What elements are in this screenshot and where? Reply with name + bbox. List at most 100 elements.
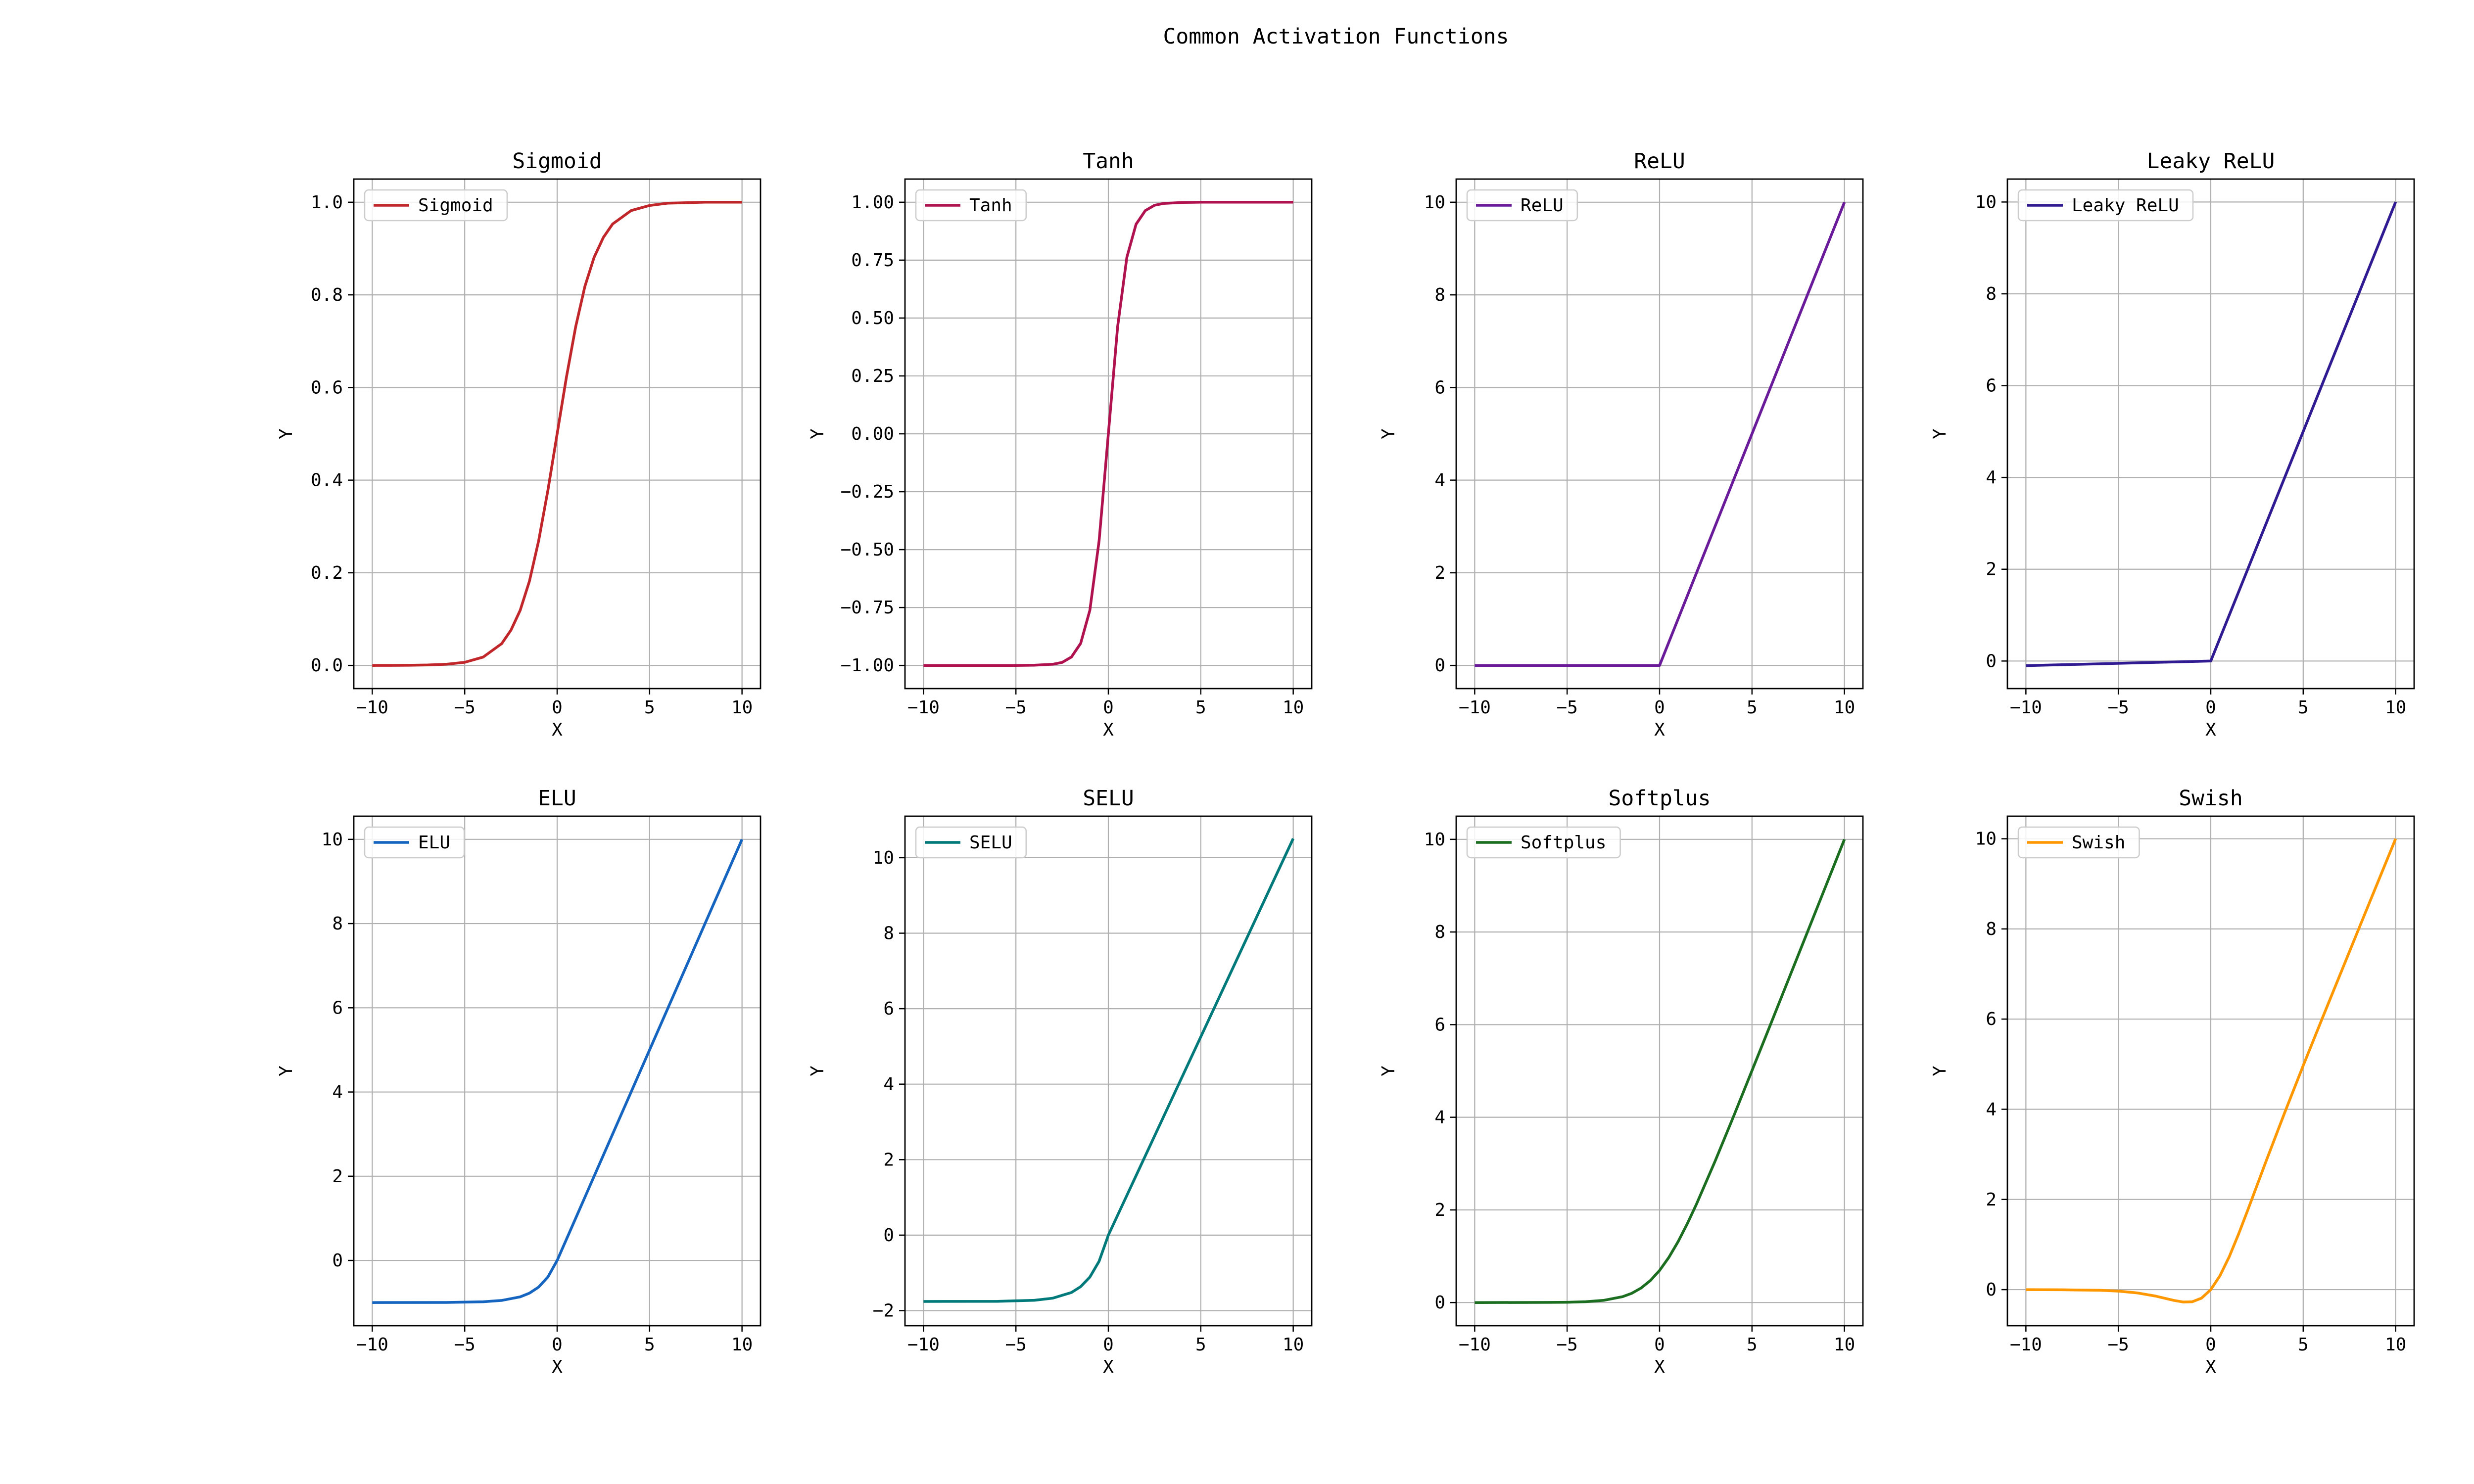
y-tick-label: 2 bbox=[1986, 1190, 1997, 1210]
legend-box bbox=[915, 826, 1027, 859]
y-tick-label: 6 bbox=[332, 998, 343, 1018]
subplot-title: ELU bbox=[538, 786, 576, 811]
subplot-relu: ReLU −10 −5 0 5 10 0 2 4 6 8 10 X Y ReLU bbox=[1379, 149, 1864, 740]
series-line-sigmoid bbox=[372, 201, 742, 667]
y-tick-label: 6 bbox=[1986, 1009, 1997, 1029]
y-tick-label: 0.8 bbox=[311, 285, 343, 305]
legend: ELU bbox=[364, 826, 465, 859]
y-tick-label: −2 bbox=[873, 1300, 894, 1321]
y-tick-label: 8 bbox=[1434, 922, 1445, 942]
legend-label: Swish bbox=[2072, 833, 2125, 853]
x-tick-label: 10 bbox=[1283, 1335, 1304, 1355]
y-tick-label: 0.00 bbox=[851, 424, 894, 444]
y-tick-label: 10 bbox=[1975, 192, 1997, 212]
series-line-tanh bbox=[923, 201, 1293, 667]
x-tick-label: −10 bbox=[356, 697, 388, 718]
y-tick-label: 0.50 bbox=[851, 308, 894, 328]
x-tick-label: −5 bbox=[1557, 1335, 1578, 1355]
x-tick-label: 5 bbox=[644, 697, 655, 718]
subplot-title: Softplus bbox=[1608, 786, 1711, 811]
legend: Softplus bbox=[1466, 826, 1621, 859]
y-tick-label: 1.0 bbox=[311, 192, 343, 213]
x-axis-label: X bbox=[1103, 1357, 1114, 1377]
x-tick-label: 10 bbox=[1834, 697, 1855, 718]
y-tick-label: 10 bbox=[1424, 830, 1445, 850]
y-tick-label: −1.00 bbox=[841, 655, 894, 676]
x-tick-label: −10 bbox=[2010, 697, 2042, 718]
y-axis-label: Y bbox=[1379, 428, 1399, 439]
y-tick-label: 0 bbox=[883, 1225, 894, 1246]
y-axis-label: Y bbox=[808, 1066, 828, 1076]
y-tick-label: 0 bbox=[1434, 655, 1445, 676]
subplot-tanh: Tanh −10 −5 0 5 10 −1.00 −0.75 −0.50 −0.25 0.00 0.2… bbox=[808, 149, 1313, 740]
x-tick-label: 0 bbox=[552, 697, 563, 718]
x-tick-label: 0 bbox=[2205, 697, 2216, 718]
x-axis-label: X bbox=[552, 1357, 563, 1377]
y-tick-label: 0.2 bbox=[311, 563, 343, 583]
x-tick-label: 10 bbox=[2385, 1335, 2406, 1355]
subplot-title: Sigmoid bbox=[512, 149, 602, 174]
x-axis-label: X bbox=[552, 720, 563, 740]
legend: SELU bbox=[915, 826, 1027, 859]
x-tick-label: −5 bbox=[2108, 1335, 2129, 1355]
y-tick-label: 2 bbox=[1434, 563, 1445, 583]
legend-label: SELU bbox=[969, 833, 1012, 853]
x-tick-label: 0 bbox=[1654, 697, 1665, 718]
x-tick-label: −10 bbox=[1459, 697, 1491, 718]
subplot-swish: Swish −10 −5 0 5 10 0 2 4 6 8 10 X Y Swish bbox=[1930, 786, 2415, 1377]
x-tick-label: 0 bbox=[1654, 1335, 1665, 1355]
y-axis-label: Y bbox=[1379, 1066, 1399, 1076]
legend: ReLU bbox=[1466, 189, 1578, 222]
legend-box bbox=[1466, 826, 1621, 859]
subplot-sigmoid: Sigmoid −10 −5 0 5 10 0.0 0.2 0.4 0.6 0.8 1.0 X Y Sigm… bbox=[276, 149, 761, 740]
legend-label: Tanh bbox=[969, 195, 1012, 216]
x-axis-label: X bbox=[1654, 1357, 1665, 1377]
y-axis-label: Y bbox=[276, 428, 296, 439]
legend: Sigmoid bbox=[364, 189, 508, 222]
x-tick-label: −10 bbox=[907, 1335, 940, 1355]
x-tick-label: −10 bbox=[907, 697, 940, 718]
y-tick-label: 2 bbox=[1434, 1200, 1445, 1220]
x-tick-label: −10 bbox=[1459, 1335, 1491, 1355]
legend-label: Sigmoid bbox=[418, 195, 493, 216]
legend: Leaky ReLU bbox=[2017, 189, 2194, 222]
y-tick-label: 8 bbox=[1986, 284, 1997, 304]
x-axis-label: X bbox=[2205, 720, 2216, 740]
series-line-leaky-relu bbox=[2026, 201, 2397, 667]
x-tick-label: −5 bbox=[1005, 697, 1027, 718]
y-tick-label: 4 bbox=[883, 1074, 894, 1095]
legend-box bbox=[2017, 826, 2140, 859]
y-tick-label: 1.00 bbox=[851, 192, 894, 213]
y-tick-label: 8 bbox=[883, 924, 894, 944]
series-line-selu bbox=[923, 838, 1295, 1303]
x-axis-label: X bbox=[2205, 1357, 2216, 1377]
y-tick-label: 4 bbox=[1434, 1108, 1445, 1128]
x-tick-label: −5 bbox=[454, 697, 476, 718]
x-tick-label: 5 bbox=[1747, 697, 1758, 718]
x-axis-label: X bbox=[1103, 720, 1114, 740]
y-tick-label: 2 bbox=[883, 1150, 894, 1170]
y-tick-label: 0.4 bbox=[311, 470, 343, 491]
subplot-title: ReLU bbox=[1634, 149, 1685, 174]
series-line-relu bbox=[1475, 201, 1846, 667]
legend: Tanh bbox=[915, 189, 1027, 222]
series-line-swish bbox=[2026, 838, 2397, 1303]
x-tick-label: 5 bbox=[1747, 1335, 1758, 1355]
y-tick-label: 10 bbox=[873, 848, 894, 868]
x-tick-label: −5 bbox=[1005, 1335, 1027, 1355]
y-tick-label: 0.0 bbox=[311, 655, 343, 676]
y-tick-label: −0.25 bbox=[841, 482, 894, 502]
x-tick-label: −5 bbox=[454, 1335, 476, 1355]
x-tick-label: 0 bbox=[1103, 697, 1114, 718]
subplot-title: SELU bbox=[1083, 786, 1134, 811]
y-tick-label: 0 bbox=[1986, 1280, 1997, 1300]
legend-label: Leaky ReLU bbox=[2072, 195, 2179, 216]
subplot-title: Tanh bbox=[1083, 149, 1134, 174]
y-tick-label: −0.75 bbox=[841, 598, 894, 618]
y-tick-label: 0.75 bbox=[851, 250, 894, 271]
x-tick-label: −10 bbox=[356, 1335, 388, 1355]
figure-title: Common Activation Functions bbox=[1163, 24, 1509, 49]
legend-box bbox=[364, 826, 465, 859]
x-tick-label: 0 bbox=[552, 1335, 563, 1355]
y-tick-label: 2 bbox=[332, 1166, 343, 1187]
